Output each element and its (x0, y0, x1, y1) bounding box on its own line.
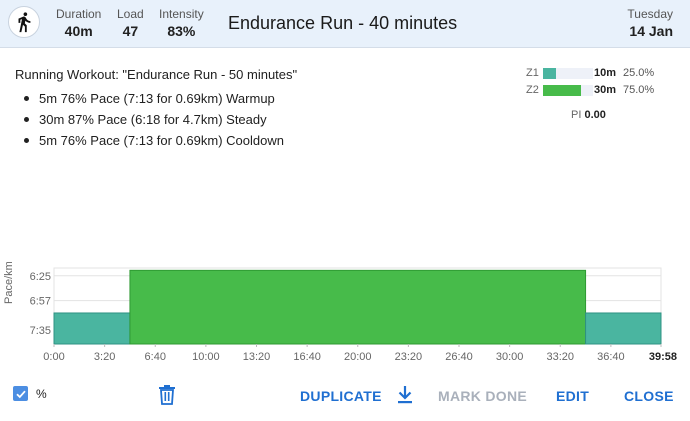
zone-bar-track (543, 68, 593, 79)
mark-done-button[interactable]: MARK DONE (438, 388, 528, 404)
x-tick-label: 26:40 (445, 351, 473, 363)
intensity-label: Intensity (159, 7, 204, 21)
x-tick-label: 30:00 (496, 351, 524, 363)
pace-chart: 6:25 6:57 7:35 0:00 3:20 6:40 10:00 13:20 16:40 2… (0, 258, 690, 375)
workout-title-header: Endurance Run - 40 minutes (228, 13, 458, 33)
zone-time: 30m (594, 84, 617, 96)
running-person-icon (8, 6, 40, 38)
x-tick-label: 16:40 (293, 351, 321, 363)
trash-icon (159, 385, 175, 405)
duration-value: 40m (64, 23, 93, 39)
zone-time: 10m (594, 67, 617, 79)
x-tick-label: 13:20 (243, 351, 271, 363)
check-icon (15, 390, 26, 398)
pace-segment-z1 (53, 312, 131, 345)
zone-bar-fill (543, 85, 581, 96)
pace-chart-svg: 6:25 6:57 7:35 0:00 3:20 6:40 10:00 13:20 16:40 2… (30, 267, 677, 363)
pi-label: PI (571, 109, 582, 121)
zone-percent: 25.0% (623, 67, 655, 79)
x-tick-label: 36:40 (597, 351, 625, 363)
y-tick-label: 6:25 (30, 271, 51, 283)
zone-row-z1: Z1 10m 25.0% (526, 66, 666, 83)
date-day: Tuesday (627, 7, 673, 21)
percent-checkbox[interactable] (13, 386, 28, 401)
workout-description-title: Running Workout: "Endurance Run - 50 min… (15, 67, 298, 82)
duration-stat: Duration 40m (56, 7, 101, 40)
y-tick-label: 6:57 (30, 296, 51, 308)
pace-segment-z1 (585, 312, 662, 345)
load-value: 47 (122, 23, 139, 39)
y-tick-label: 7:35 (30, 325, 51, 337)
intensity-stat: Intensity 83% (159, 7, 204, 40)
x-tick-label: 3:20 (94, 351, 115, 363)
download-icon (398, 386, 412, 404)
x-tick-label: 33:20 (546, 351, 574, 363)
zone-bar-track (543, 85, 593, 96)
zone-bar-fill (543, 68, 556, 79)
zone-row-z2: Z2 30m 75.0% (526, 83, 666, 100)
x-tick-label: 10:00 (192, 351, 220, 363)
x-tick-label: 6:40 (145, 351, 166, 363)
date-value: 14 Jan (629, 23, 673, 39)
x-tick-label: 39:58 (649, 351, 677, 363)
workout-step: 5m 76% Pace (7:13 for 0.69km) Warmup (24, 88, 284, 109)
workout-step: 30m 87% Pace (6:18 for 4.7km) Steady (24, 109, 284, 130)
percent-label: % (36, 387, 47, 401)
x-tick-label: 0:00 (43, 351, 64, 363)
duplicate-button[interactable]: DUPLICATE (300, 388, 382, 404)
close-button[interactable]: CLOSE (624, 388, 674, 404)
workout-header: Duration 40m Load 47 Intensity 83% Endur… (0, 0, 690, 48)
load-stat: Load 47 (117, 7, 144, 40)
intensity-value: 83% (167, 23, 196, 39)
pace-segment-z2 (129, 269, 587, 345)
load-label: Load (117, 7, 144, 21)
duration-label: Duration (56, 7, 102, 21)
zone-name: Z2 (526, 84, 539, 96)
zone-summary: Z1 10m 25.0% Z2 30m 75.0% (526, 66, 666, 100)
pi-readout: PI 0.00 (571, 108, 606, 122)
dialog-footer: % DUPLICATE MARK DONE EDIT CLOSE (0, 378, 690, 412)
workout-steps: 5m 76% Pace (7:13 for 0.69km) Warmup 30m… (24, 88, 284, 151)
edit-button[interactable]: EDIT (556, 388, 590, 404)
pi-value: 0.00 (584, 109, 606, 121)
x-tick-label: 23:20 (395, 351, 423, 363)
delete-button[interactable] (158, 385, 176, 410)
workout-date: Tuesday 14 Jan (627, 7, 673, 40)
zone-percent: 75.0% (623, 84, 655, 96)
download-button[interactable] (396, 385, 414, 410)
x-tick-label: 20:00 (344, 351, 372, 363)
zone-name: Z1 (526, 67, 539, 79)
workout-step: 5m 76% Pace (7:13 for 0.69km) Cooldown (24, 130, 284, 151)
